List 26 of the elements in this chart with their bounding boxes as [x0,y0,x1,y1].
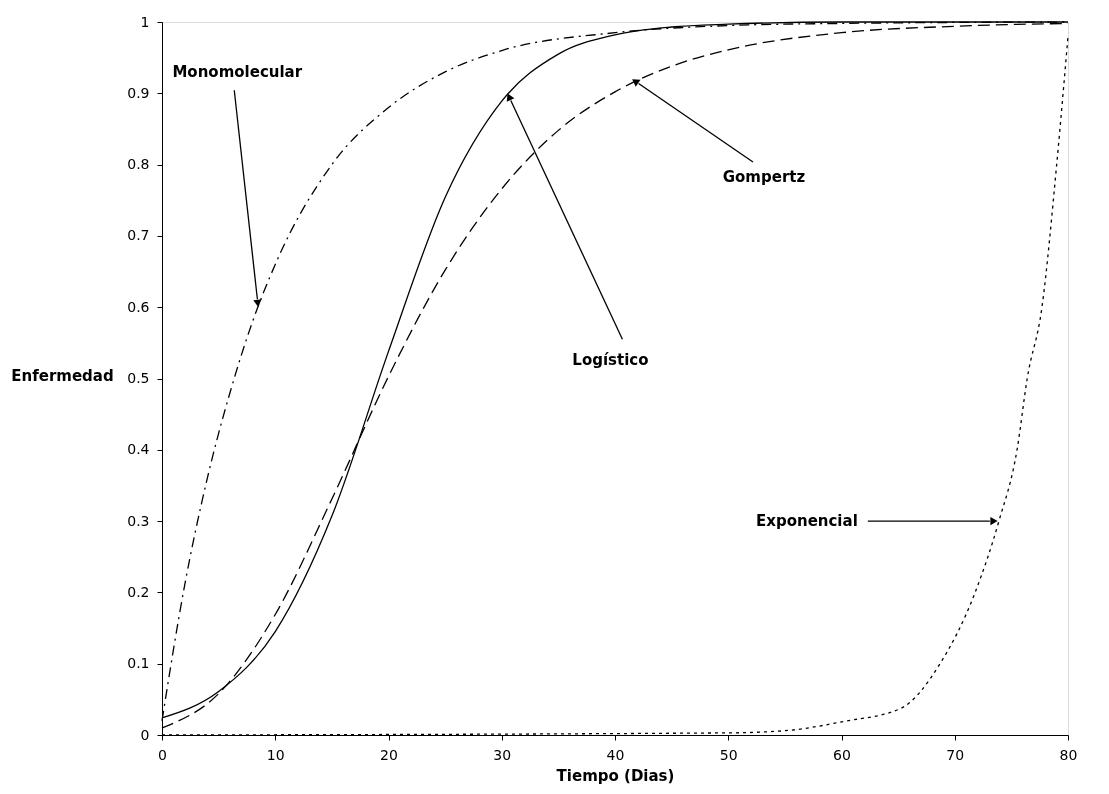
y-tick-label: 1 [140,13,150,30]
y-tick-label: 0.8 [127,156,150,173]
y-tick-label: 0.6 [127,298,150,315]
annotation: Gompertz [722,168,806,187]
y-tick-label: 0.9 [127,84,150,101]
y-tick-label: 0.5 [127,370,150,386]
annotation: Monomolecular [172,63,303,82]
x-tick-label: 70 [946,746,965,763]
x-tick-label: 30 [493,746,512,763]
y-tick-label: 0.4 [127,441,150,458]
annotation: Exponencial [755,512,858,531]
x-tick-label: 80 [1059,746,1078,763]
x-axis-title: Tiempo (Dias) [556,766,675,785]
x-tick-label: 60 [833,746,851,763]
x-tick-label: 20 [380,746,398,763]
y-tick-label: 0.3 [127,512,150,529]
y-tick-label: 0.2 [127,583,150,600]
x-tick-label: 0 [158,746,167,763]
annotation: Logístico [572,351,649,370]
x-tick-label: 10 [266,746,285,763]
y-tick-label: 0.1 [127,655,150,672]
y-axis-title: Enfermedad [11,367,114,385]
y-tick-label: 0.7 [127,227,150,244]
x-tick-label: 50 [719,746,738,763]
x-tick-label: 40 [606,746,625,763]
y-tick-label: 0 [140,726,150,743]
